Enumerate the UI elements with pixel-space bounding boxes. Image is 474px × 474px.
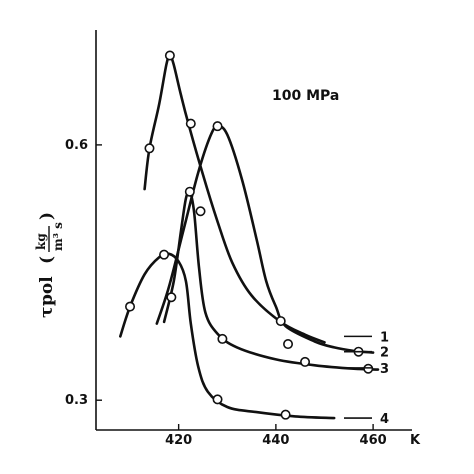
y-label-subscript: pol (37, 276, 57, 306)
series-3-point (217, 333, 228, 344)
pressure-annotation: 100 MPa (272, 88, 339, 104)
y-label-numerator: kg (34, 233, 48, 250)
series-1-point (164, 50, 175, 61)
series-4-point (280, 409, 291, 420)
curves (119, 54, 380, 420)
x-axis-unit: K (410, 433, 421, 448)
series-3-line (162, 189, 380, 371)
y-ticks: 0.3 0.6 (65, 138, 102, 408)
series-1-label: 1 (380, 330, 389, 345)
series-labels: 123 4 (344, 330, 389, 427)
x-tick-label: 460 (360, 433, 387, 448)
series-1-point (275, 316, 286, 327)
y-label-close-paren: ) (37, 212, 57, 220)
series-4-label: 4 (380, 412, 389, 427)
series-2-line (155, 124, 375, 354)
series-4-point (159, 249, 170, 260)
y-label-open-paren: ( (37, 256, 57, 264)
x-ticks: 420 440 460 (165, 424, 387, 448)
series-1-point (185, 118, 196, 129)
series-1-point (144, 143, 155, 154)
y-axis-label: τ pol ( kg m³ s ) (34, 212, 65, 318)
y-tick-label: 0.6 (65, 138, 88, 153)
y-tick-label: 0.3 (65, 393, 88, 408)
series-2-point (283, 339, 294, 350)
series-3-point (166, 292, 177, 303)
x-tick-label: 420 (165, 433, 192, 448)
y-label-denominator: m³ s (51, 222, 65, 251)
series-4-point (125, 301, 136, 312)
series-3-point (363, 363, 374, 374)
series-4-point (212, 394, 223, 405)
series-2-point (195, 206, 206, 217)
x-tick-label: 440 (262, 433, 289, 448)
series-3-point (300, 356, 311, 367)
series-3-point (184, 186, 195, 197)
data-points (125, 50, 374, 420)
series-2-point (212, 121, 223, 132)
series-4-line (119, 252, 336, 420)
series-3-label: 3 (380, 362, 389, 377)
y-label-symbol: τ (37, 307, 57, 318)
series-2-label: 2 (380, 346, 389, 361)
